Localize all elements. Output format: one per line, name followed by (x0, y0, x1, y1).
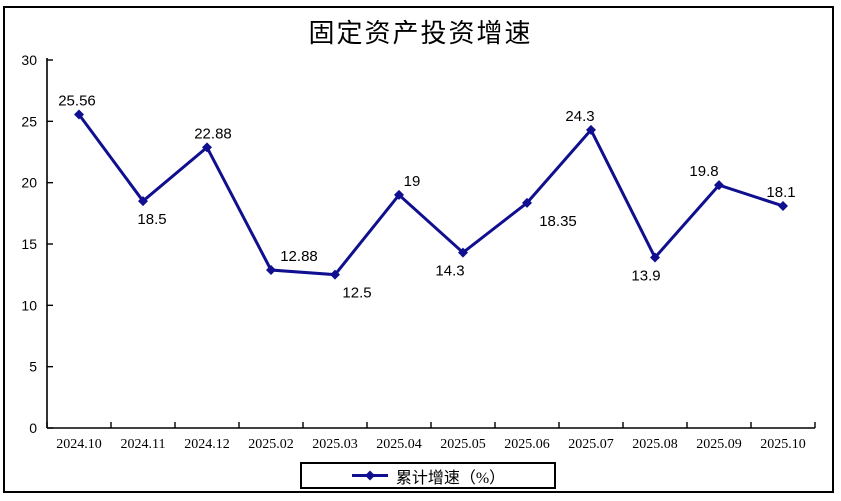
legend-series-label: 累计增速（%） (395, 469, 506, 487)
data-point-label: 24.3 (565, 108, 594, 125)
x-axis-tick-label: 2025.08 (632, 437, 678, 452)
chart-title: 固定资产投资增速 (308, 19, 533, 48)
x-axis-tick-label: 2025.07 (568, 437, 614, 452)
series-line (77, 113, 784, 277)
chart-legend: 累计增速（%） (300, 462, 556, 489)
legend-diamond-icon (364, 470, 375, 481)
data-point-marker (138, 196, 148, 207)
data-point-marker (778, 200, 788, 211)
y-axis-tick-label: 30 (21, 52, 37, 68)
x-axis-tick-label: 2025.03 (312, 437, 358, 452)
data-point-label: 25.56 (58, 92, 96, 109)
data-point-label: 19.8 (689, 163, 718, 180)
data-point-label: 22.88 (194, 125, 232, 142)
data-point-label: 18.5 (137, 211, 166, 228)
data-point-marker (74, 109, 84, 120)
x-axis-tick-label: 2025.05 (440, 437, 486, 452)
y-axis-tick-label: 20 (21, 175, 37, 191)
data-point-label: 14.3 (435, 263, 464, 280)
x-axis-tick-label: 2025.09 (696, 437, 742, 452)
data-point-marker (650, 252, 660, 263)
y-axis-tick-label: 15 (21, 236, 37, 252)
data-point-label: 18.35 (539, 213, 577, 230)
data-point-marker (458, 247, 468, 258)
x-axis-tick-label: 2025.06 (504, 437, 550, 452)
y-axis-tick-label: 25 (21, 113, 37, 129)
y-axis-tick-label: 0 (29, 420, 37, 436)
data-point-marker (586, 124, 596, 135)
data-point-label: 13.9 (631, 267, 660, 284)
data-point-marker (330, 269, 340, 280)
x-axis-tick-label: 2025.10 (760, 437, 806, 452)
data-point-marker (394, 189, 404, 200)
data-point-label: 18.1 (766, 184, 795, 201)
data-point-label: 12.5 (342, 285, 371, 302)
y-axis-tick-label: 10 (21, 297, 37, 313)
x-axis-tick-label: 2025.02 (248, 437, 294, 452)
data-point-marker (522, 197, 532, 208)
data-point-marker (266, 265, 276, 276)
y-axis-tick-label: 5 (29, 359, 37, 375)
data-point-label: 12.88 (280, 248, 318, 265)
data-point-marker (202, 142, 212, 153)
x-axis-tick-label: 2024.10 (56, 437, 102, 452)
legend-series-marker-icon (351, 470, 388, 481)
x-axis-tick-label: 2024.11 (121, 437, 166, 452)
data-point-marker (714, 180, 724, 191)
x-axis-tick-label: 2025.04 (376, 437, 422, 452)
x-axis-tick-label: 2024.12 (184, 437, 230, 452)
data-point-label: 19 (404, 173, 421, 190)
